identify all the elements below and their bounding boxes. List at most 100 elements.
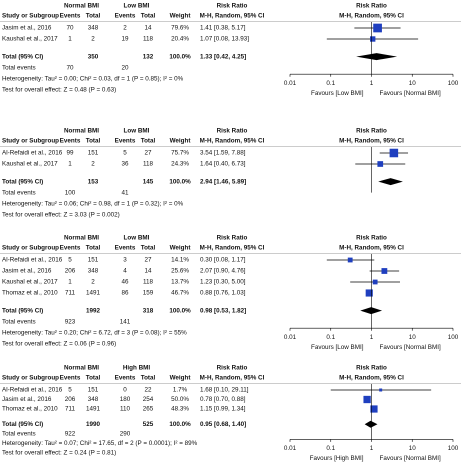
ci-label: 0.95 [0.68, 1.40] xyxy=(200,421,246,428)
heterogeneity: Heterogeneity: Tau² = 0.06; Chi² = 0.98,… xyxy=(2,200,184,207)
overall-effect: Test for overall effect: Z = 0.06 (P = 0… xyxy=(2,340,116,347)
heterogeneity: Heterogeneity: Tau² = 0.00; Chi² = 0.03,… xyxy=(2,75,184,82)
group-header: Low BMI xyxy=(124,235,150,242)
weight-header: Weight xyxy=(170,375,192,382)
favours-left: Favours [High BMI] xyxy=(310,455,364,462)
effect-square xyxy=(372,279,378,285)
total: 22 xyxy=(144,387,152,394)
x-tick-label: 1 xyxy=(370,334,374,341)
study-name: Thomaz et al., 2010 xyxy=(2,406,58,413)
group-header: Low BMI xyxy=(124,128,150,135)
favours-right: Favours [Normal BMI] xyxy=(380,90,441,97)
ci-label: 1.41 [0.38, 5.17] xyxy=(200,25,246,32)
ci-label: 1.07 [0.08, 13.93] xyxy=(200,36,249,43)
events: 99 xyxy=(66,150,74,157)
ci-label: 1.64 [0.40, 6.73] xyxy=(200,161,246,168)
events: 36 xyxy=(121,161,129,168)
ci-label: 1.68 [0.10, 29.11] xyxy=(200,387,249,394)
total: 1491 xyxy=(86,406,101,413)
overall-effect: Test for overall effect: Z = 0.24 (P = 0… xyxy=(2,449,116,456)
effect-header: Risk Ratio xyxy=(356,235,387,242)
events: 711 xyxy=(65,406,76,413)
x-tick-label: 1 xyxy=(370,80,374,87)
group-header: High BMI xyxy=(123,365,151,372)
total: 151 xyxy=(88,257,99,264)
total: 2 xyxy=(91,161,95,168)
total-header: Total xyxy=(141,138,156,145)
weight: 100.0% xyxy=(169,307,191,314)
study-name: Jasim et al., 2016 xyxy=(2,268,52,275)
x-tick-label: 0.01 xyxy=(284,445,297,452)
total: 118 xyxy=(143,279,154,286)
total: 27 xyxy=(144,257,152,264)
group-header: Normal BMI xyxy=(64,3,99,10)
events: 41 xyxy=(121,189,129,196)
events-header: Events xyxy=(115,375,136,382)
total: 318 xyxy=(143,307,154,314)
effect-header: Risk Ratio xyxy=(217,3,248,10)
x-tick-label: 10 xyxy=(409,80,417,87)
effect-square xyxy=(365,289,373,297)
weight: 79.6% xyxy=(171,25,189,32)
total: 348 xyxy=(88,268,99,275)
weight: 25.6% xyxy=(171,268,189,275)
x-tick-label: 0.01 xyxy=(284,80,297,87)
events-header: Events xyxy=(115,13,136,20)
weight-header: Weight xyxy=(170,13,192,20)
total-label: Total (95% CI) xyxy=(2,421,43,428)
study-name: Al-Refaidi et al., 2016 xyxy=(2,387,63,394)
events: 86 xyxy=(121,290,129,297)
overall-effect: Test for overall effect: Z = 3.03 (P = 0… xyxy=(2,211,120,218)
total: 132 xyxy=(143,53,154,60)
total: 348 xyxy=(88,25,99,32)
study-name: Kaushal et al., 2017 xyxy=(2,36,58,43)
events: 3 xyxy=(123,257,127,264)
events: 20 xyxy=(121,64,129,71)
study-name: Al-Refaidi et al., 2016 xyxy=(2,150,63,157)
total: 14 xyxy=(144,268,152,275)
study-name: Kaushal et al., 2017 xyxy=(2,161,58,168)
total-header: Total xyxy=(141,245,156,252)
method-header: M-H, Random, 95% CI xyxy=(200,245,265,252)
total-events-label: Total events xyxy=(2,64,36,71)
events: 922 xyxy=(65,430,76,437)
total: 27 xyxy=(144,150,152,157)
weight: 20.4% xyxy=(171,36,189,43)
total-header: Total xyxy=(86,375,101,382)
x-tick-label: 0.01 xyxy=(284,334,297,341)
group-header: Normal BMI xyxy=(64,235,99,242)
total: 151 xyxy=(88,387,99,394)
total: 525 xyxy=(143,421,154,428)
effect-header: Risk Ratio xyxy=(217,365,248,372)
events: 1 xyxy=(68,161,72,168)
total: 159 xyxy=(143,290,154,297)
group-header: Low BMI xyxy=(124,3,150,10)
favours-left: Favours [Low BMI] xyxy=(311,90,364,97)
total-header: Total xyxy=(86,13,101,20)
total-label: Total (95% CI) xyxy=(2,53,43,60)
weight: 1.7% xyxy=(173,387,188,394)
events: 206 xyxy=(65,396,76,403)
events: 46 xyxy=(121,279,129,286)
ci-label: 0.88 [0.76, 1.03] xyxy=(200,290,246,297)
heterogeneity: Heterogeneity: Tau² = 0.07; Chi² = 17.65… xyxy=(2,440,198,447)
weight-header: Weight xyxy=(170,138,192,145)
x-tick-label: 100 xyxy=(448,445,459,452)
total: 1990 xyxy=(86,421,101,428)
total: 2 xyxy=(91,279,95,286)
events-header: Events xyxy=(60,138,81,145)
total-header: Total xyxy=(86,138,101,145)
ci-label: 3.54 [1.59, 7.88] xyxy=(200,150,246,157)
total-events-label: Total events xyxy=(2,189,36,196)
events: 5 xyxy=(123,150,127,157)
heterogeneity: Heterogeneity: Tau² = 0.20; Chi² = 6.72,… xyxy=(2,329,187,336)
total-header: Total xyxy=(141,375,156,382)
events: 290 xyxy=(120,430,131,437)
group-header: Normal BMI xyxy=(64,365,99,372)
method-header: M-H, Random, 95% CI xyxy=(200,375,265,382)
events: 19 xyxy=(121,36,129,43)
method-header: M-H, Random, 95% CI xyxy=(339,138,404,145)
total: 145 xyxy=(143,178,154,185)
events: 70 xyxy=(66,25,74,32)
